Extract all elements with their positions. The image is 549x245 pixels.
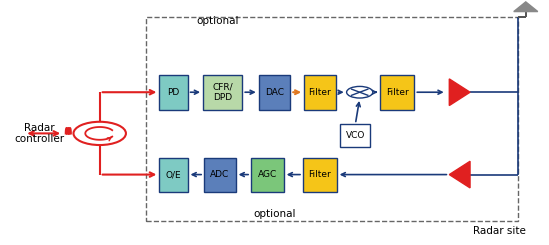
Text: Radar
controller: Radar controller	[15, 122, 65, 144]
Text: Radar site: Radar site	[473, 226, 526, 236]
FancyBboxPatch shape	[304, 75, 335, 110]
FancyBboxPatch shape	[204, 158, 236, 192]
Text: AGC: AGC	[258, 170, 277, 179]
FancyBboxPatch shape	[340, 124, 371, 147]
Text: PD: PD	[167, 88, 180, 97]
Polygon shape	[449, 161, 470, 188]
Text: Filter: Filter	[309, 88, 331, 97]
Text: Filter: Filter	[386, 88, 409, 97]
FancyBboxPatch shape	[251, 158, 284, 192]
FancyBboxPatch shape	[259, 75, 290, 110]
Text: O/E: O/E	[166, 170, 181, 179]
FancyBboxPatch shape	[303, 158, 337, 192]
FancyBboxPatch shape	[203, 75, 242, 110]
Text: CFR/
DPD: CFR/ DPD	[212, 83, 233, 102]
Bar	[146, 17, 518, 221]
Text: Filter: Filter	[309, 170, 331, 179]
Circle shape	[346, 86, 373, 98]
FancyBboxPatch shape	[159, 75, 188, 110]
Text: VCO: VCO	[346, 131, 365, 140]
Text: ADC: ADC	[210, 170, 229, 179]
Text: optional: optional	[196, 16, 238, 26]
Polygon shape	[514, 2, 538, 12]
FancyBboxPatch shape	[159, 158, 188, 192]
FancyBboxPatch shape	[380, 75, 414, 110]
Polygon shape	[449, 79, 470, 106]
Text: optional: optional	[253, 209, 296, 219]
Circle shape	[74, 122, 126, 145]
Text: DAC: DAC	[265, 88, 284, 97]
